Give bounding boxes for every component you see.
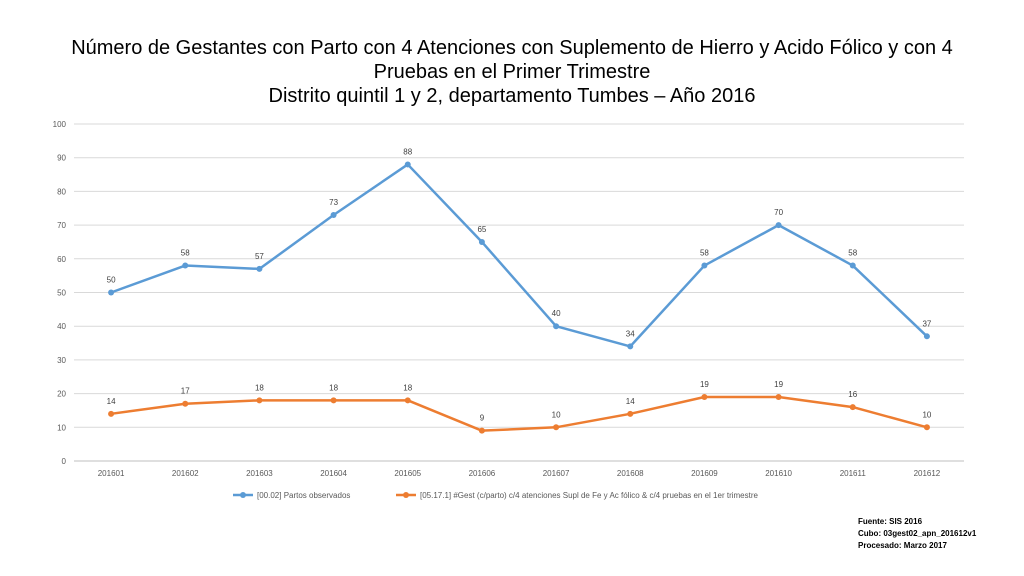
data-label-series-2: 18	[329, 383, 338, 392]
chart-title-line-2: Pruebas en el Primer Trimestre	[373, 61, 651, 83]
data-label-series-1: 58	[700, 249, 709, 258]
series-line-2	[110, 395, 928, 432]
data-point-series-2	[849, 404, 856, 411]
data-point-series-1	[553, 323, 560, 330]
y-tick-label: 30	[57, 356, 66, 365]
data-label-series-1: 88	[403, 147, 412, 156]
data-label-series-1: 70	[774, 208, 783, 217]
data-point-series-2	[553, 424, 560, 431]
x-tick-label: 201608	[617, 469, 644, 478]
data-point-series-2	[404, 397, 411, 404]
y-tick-label: 80	[57, 187, 66, 196]
data-point-series-2	[775, 393, 782, 400]
data-label-series-2: 9	[480, 414, 485, 423]
y-tick-label: 20	[57, 390, 66, 399]
x-tick-label: 201606	[469, 469, 496, 478]
data-point-series-2	[182, 400, 189, 407]
data-label-series-1: 73	[329, 198, 338, 207]
data-label-series-1: 40	[552, 309, 561, 318]
data-label-series-2: 14	[107, 397, 116, 406]
data-point-series-1	[330, 211, 337, 218]
x-tick-label: 201609	[691, 469, 718, 478]
legend-marker-1	[240, 492, 246, 498]
data-point-series-2	[923, 424, 930, 431]
data-point-series-2	[330, 397, 337, 404]
x-tick-label: 201604	[320, 469, 347, 478]
data-point-series-1	[923, 333, 930, 340]
source-line-3: Procesado: Marzo 2017	[858, 541, 947, 550]
data-label-series-1: 37	[922, 319, 931, 328]
chart-title-line-3: Distrito quintil 1 y 2, departamento Tum…	[268, 85, 756, 107]
data-point-series-2	[478, 427, 485, 434]
data-label-series-1: 57	[255, 252, 264, 261]
data-point-series-1	[256, 265, 263, 272]
data-point-series-1	[701, 262, 708, 269]
data-label-series-1: 34	[626, 329, 635, 338]
data-label-series-2: 19	[774, 380, 783, 389]
source-note: Fuente: SIS 2016 Cubo: 03gest02_apn_2016…	[858, 516, 976, 552]
data-label-series-2: 10	[552, 410, 561, 419]
y-tick-label: 40	[57, 322, 66, 331]
x-tick-label: 201607	[543, 469, 570, 478]
series-line-1	[110, 163, 928, 348]
y-tick-label: 10	[57, 423, 66, 432]
x-tick-label: 201601	[98, 469, 125, 478]
y-tick-label: 90	[57, 154, 66, 163]
y-tick-label: 60	[57, 255, 66, 264]
data-point-series-1	[108, 289, 115, 296]
y-tick-label: 0	[62, 457, 67, 466]
data-point-series-1	[478, 238, 485, 245]
data-point-series-1	[849, 262, 856, 269]
data-label-series-1: 65	[477, 225, 486, 234]
data-label-series-1: 58	[181, 249, 190, 258]
chart-title: Número de Gestantes con Parto con 4 Aten…	[0, 36, 1024, 108]
data-point-series-1	[627, 343, 634, 350]
y-tick-label: 50	[57, 289, 66, 298]
data-label-series-1: 50	[107, 276, 116, 285]
legend-label-2: [05.17.1] #Gest (c/parto) c/4 atenciones…	[420, 491, 759, 500]
data-label-series-1: 58	[848, 249, 857, 258]
data-label-series-2: 17	[181, 387, 190, 396]
y-tick-label: 100	[53, 120, 67, 129]
data-point-series-2	[108, 410, 115, 417]
y-tick-label: 70	[57, 221, 66, 230]
data-point-series-2	[627, 410, 634, 417]
x-tick-label: 201611	[840, 469, 867, 478]
data-point-series-2	[701, 393, 708, 400]
data-label-series-2: 14	[626, 397, 635, 406]
data-point-series-1	[775, 222, 782, 229]
x-tick-label: 201602	[172, 469, 199, 478]
data-label-series-2: 10	[922, 410, 931, 419]
legend-label-1: [00.02] Partos observados	[257, 491, 350, 500]
data-point-series-2	[256, 397, 263, 404]
x-tick-label: 201603	[246, 469, 273, 478]
source-line-1: Fuente: SIS 2016	[858, 517, 923, 526]
legend-marker-2	[403, 492, 409, 498]
x-tick-label: 201612	[914, 469, 941, 478]
source-line-2: Cubo: 03gest02_apn_201612v1	[858, 529, 977, 538]
data-label-series-2: 18	[255, 383, 264, 392]
data-label-series-2: 18	[403, 383, 412, 392]
data-point-series-1	[182, 262, 189, 269]
chart-title-line-1: Número de Gestantes con Parto con 4 Aten…	[71, 37, 953, 59]
data-label-series-2: 16	[848, 390, 857, 399]
data-point-series-1	[404, 161, 411, 168]
x-tick-label: 201605	[394, 469, 421, 478]
x-tick-label: 201610	[765, 469, 792, 478]
data-label-series-2: 19	[700, 380, 709, 389]
